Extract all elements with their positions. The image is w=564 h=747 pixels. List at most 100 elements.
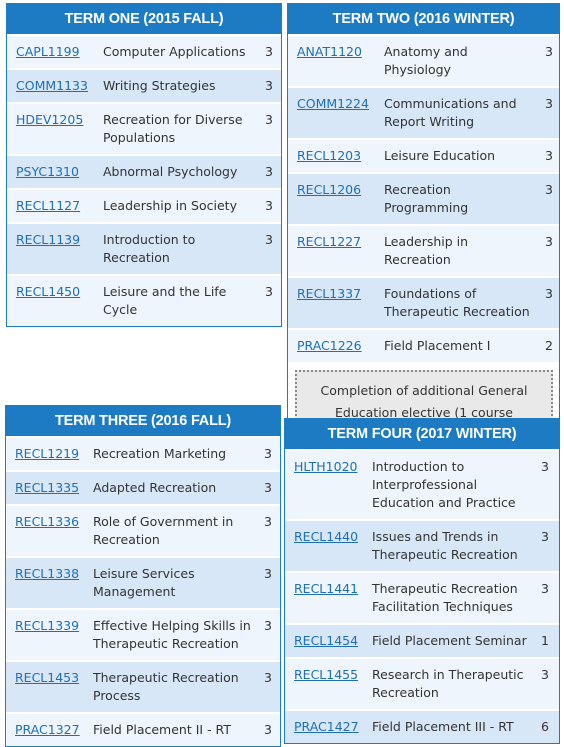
course-title: Recreation for Diverse Populations bbox=[103, 112, 243, 145]
course-code[interactable]: RECL1139 bbox=[16, 232, 81, 247]
course-title: Leadership in Recreation bbox=[384, 234, 469, 267]
course-title: Foundations of Therapeutic Recreation bbox=[384, 286, 530, 319]
course-credits: 3 bbox=[264, 446, 272, 461]
course-title: Field Placement II - RT bbox=[93, 722, 231, 737]
course-row: RECL1339 Effective Helping Skills in Ther… bbox=[6, 608, 280, 660]
course-credits: 3 bbox=[545, 234, 553, 249]
course-row: RECL1335 Adapted Recreation 3 bbox=[6, 470, 280, 504]
course-credits: 2 bbox=[545, 338, 553, 353]
course-row: RECL1227 Leadership in Recreation 3 bbox=[288, 224, 559, 276]
course-title: Leisure and the Life Cycle bbox=[103, 284, 227, 317]
term-box: TERM ONE (2015 FALL) CAPL1199 Computer App… bbox=[6, 3, 282, 327]
course-code[interactable]: RECL1440 bbox=[294, 529, 359, 544]
course-credits: 3 bbox=[265, 198, 273, 213]
course-credits: 3 bbox=[545, 96, 553, 111]
course-title: Introduction to Interprofessional Educat… bbox=[372, 459, 516, 510]
course-row: RECL1139 Introduction to Recreation 3 bbox=[7, 222, 281, 274]
course-row: RECL1338 Leisure Services Management 3 bbox=[6, 556, 280, 608]
course-code[interactable]: RECL1441 bbox=[294, 581, 359, 596]
course-row: RECL1440 Issues and Trends in Therapeutic… bbox=[285, 519, 559, 571]
course-title: Communications and Report Writing bbox=[384, 96, 517, 129]
course-code[interactable]: PSYC1310 bbox=[16, 164, 79, 179]
course-code[interactable]: RECL1127 bbox=[16, 198, 81, 213]
course-title: Leadership in Society bbox=[103, 198, 237, 213]
course-credits: 3 bbox=[541, 459, 549, 474]
course-title: Introduction to Recreation bbox=[103, 232, 196, 265]
term-title: TERM FOUR (2017 WINTER) bbox=[285, 419, 559, 449]
course-credits: 3 bbox=[265, 284, 273, 299]
course-title: Effective Helping Skills in Therapeutic … bbox=[93, 618, 251, 651]
term-box: TERM TWO (2016 WINTER) ANAT1120 Anatomy an… bbox=[287, 3, 560, 463]
course-credits: 3 bbox=[541, 581, 549, 596]
course-credits: 3 bbox=[265, 164, 273, 179]
course-title: Research in Therapeutic Recreation bbox=[372, 667, 524, 700]
course-row: COMM1224 Communications and Report Writin… bbox=[288, 86, 559, 138]
course-code[interactable]: RECL1339 bbox=[15, 618, 80, 633]
course-code[interactable]: COMM1133 bbox=[16, 78, 88, 93]
course-code[interactable]: PRAC1226 bbox=[297, 338, 362, 353]
course-code[interactable]: RECL1337 bbox=[297, 286, 362, 301]
course-credits: 3 bbox=[264, 514, 272, 529]
course-code[interactable]: COMM1224 bbox=[297, 96, 369, 111]
course-title: Recreation Marketing bbox=[93, 446, 227, 461]
course-credits: 3 bbox=[264, 670, 272, 685]
term-title: TERM ONE (2015 FALL) bbox=[7, 4, 281, 34]
course-row: CAPL1199 Computer Applications 3 bbox=[7, 34, 281, 68]
course-credits: 3 bbox=[541, 529, 549, 544]
course-row: RECL1206 Recreation Programming 3 bbox=[288, 172, 559, 224]
course-title: Writing Strategies bbox=[103, 78, 216, 93]
course-code[interactable]: RECL1203 bbox=[297, 148, 362, 163]
course-credits: 3 bbox=[264, 566, 272, 581]
course-code[interactable]: PRAC1327 bbox=[15, 722, 80, 737]
course-credits: 3 bbox=[265, 112, 273, 127]
course-row: RECL1127 Leadership in Society 3 bbox=[7, 188, 281, 222]
term-title: TERM TWO (2016 WINTER) bbox=[288, 4, 559, 34]
term-box: TERM FOUR (2017 WINTER) HLTH1020 Introduct… bbox=[284, 418, 560, 744]
course-code[interactable]: HLTH1020 bbox=[294, 459, 358, 474]
course-code[interactable]: RECL1455 bbox=[294, 667, 359, 682]
course-code[interactable]: RECL1336 bbox=[15, 514, 80, 529]
course-code[interactable]: RECL1454 bbox=[294, 633, 359, 648]
course-code[interactable]: RECL1453 bbox=[15, 670, 80, 685]
course-credits: 1 bbox=[541, 633, 549, 648]
course-code[interactable]: RECL1450 bbox=[16, 284, 81, 299]
course-code[interactable]: CAPL1199 bbox=[16, 44, 80, 59]
course-row: PRAC1427 Field Placement III - RT 6 bbox=[285, 709, 559, 743]
course-title: Abnormal Psychology bbox=[103, 164, 238, 179]
course-code[interactable]: HDEV1205 bbox=[16, 112, 84, 127]
course-row: RECL1203 Leisure Education 3 bbox=[288, 138, 559, 172]
course-code[interactable]: ANAT1120 bbox=[297, 44, 362, 59]
course-row: RECL1219 Recreation Marketing 3 bbox=[6, 436, 280, 470]
course-title: Therapeutic Recreation Process bbox=[93, 670, 239, 703]
course-title: Therapeutic Recreation Facilitation Tech… bbox=[372, 581, 518, 614]
course-code[interactable]: PRAC1427 bbox=[294, 719, 359, 734]
course-credits: 3 bbox=[545, 182, 553, 197]
term-title: TERM THREE (2016 FALL) bbox=[6, 406, 280, 436]
course-row: COMM1133 Writing Strategies 3 bbox=[7, 68, 281, 102]
course-row: RECL1453 Therapeutic Recreation Process 3 bbox=[6, 660, 280, 712]
course-credits: 3 bbox=[545, 148, 553, 163]
course-row: RECL1336 Role of Government in Recreation… bbox=[6, 504, 280, 556]
course-title: Issues and Trends in Therapeutic Recreat… bbox=[372, 529, 518, 562]
course-row: PRAC1327 Field Placement II - RT 3 bbox=[6, 712, 280, 746]
course-code[interactable]: RECL1338 bbox=[15, 566, 80, 581]
course-row: RECL1441 Therapeutic Recreation Facilitat… bbox=[285, 571, 559, 623]
course-row: HDEV1205 Recreation for Diverse Populatio… bbox=[7, 102, 281, 154]
course-row: PSYC1310 Abnormal Psychology 3 bbox=[7, 154, 281, 188]
course-credits: 3 bbox=[265, 44, 273, 59]
course-title: Computer Applications bbox=[103, 44, 246, 59]
course-row: RECL1337 Foundations of Therapeutic Recre… bbox=[288, 276, 559, 328]
course-title: Field Placement III - RT bbox=[372, 719, 514, 734]
course-credits: 3 bbox=[264, 618, 272, 633]
course-title: Recreation Programming bbox=[384, 182, 469, 215]
course-row: HLTH1020 Introduction to Interprofessiona… bbox=[285, 449, 559, 519]
course-title: Adapted Recreation bbox=[93, 480, 217, 495]
course-credits: 3 bbox=[541, 667, 549, 682]
course-code[interactable]: RECL1219 bbox=[15, 446, 80, 461]
course-code[interactable]: RECL1206 bbox=[297, 182, 362, 197]
course-code[interactable]: RECL1227 bbox=[297, 234, 362, 249]
course-credits: 3 bbox=[264, 722, 272, 737]
course-credits: 6 bbox=[541, 719, 549, 734]
course-row: ANAT1120 Anatomy and Physiology 3 bbox=[288, 34, 559, 86]
course-code[interactable]: RECL1335 bbox=[15, 480, 80, 495]
